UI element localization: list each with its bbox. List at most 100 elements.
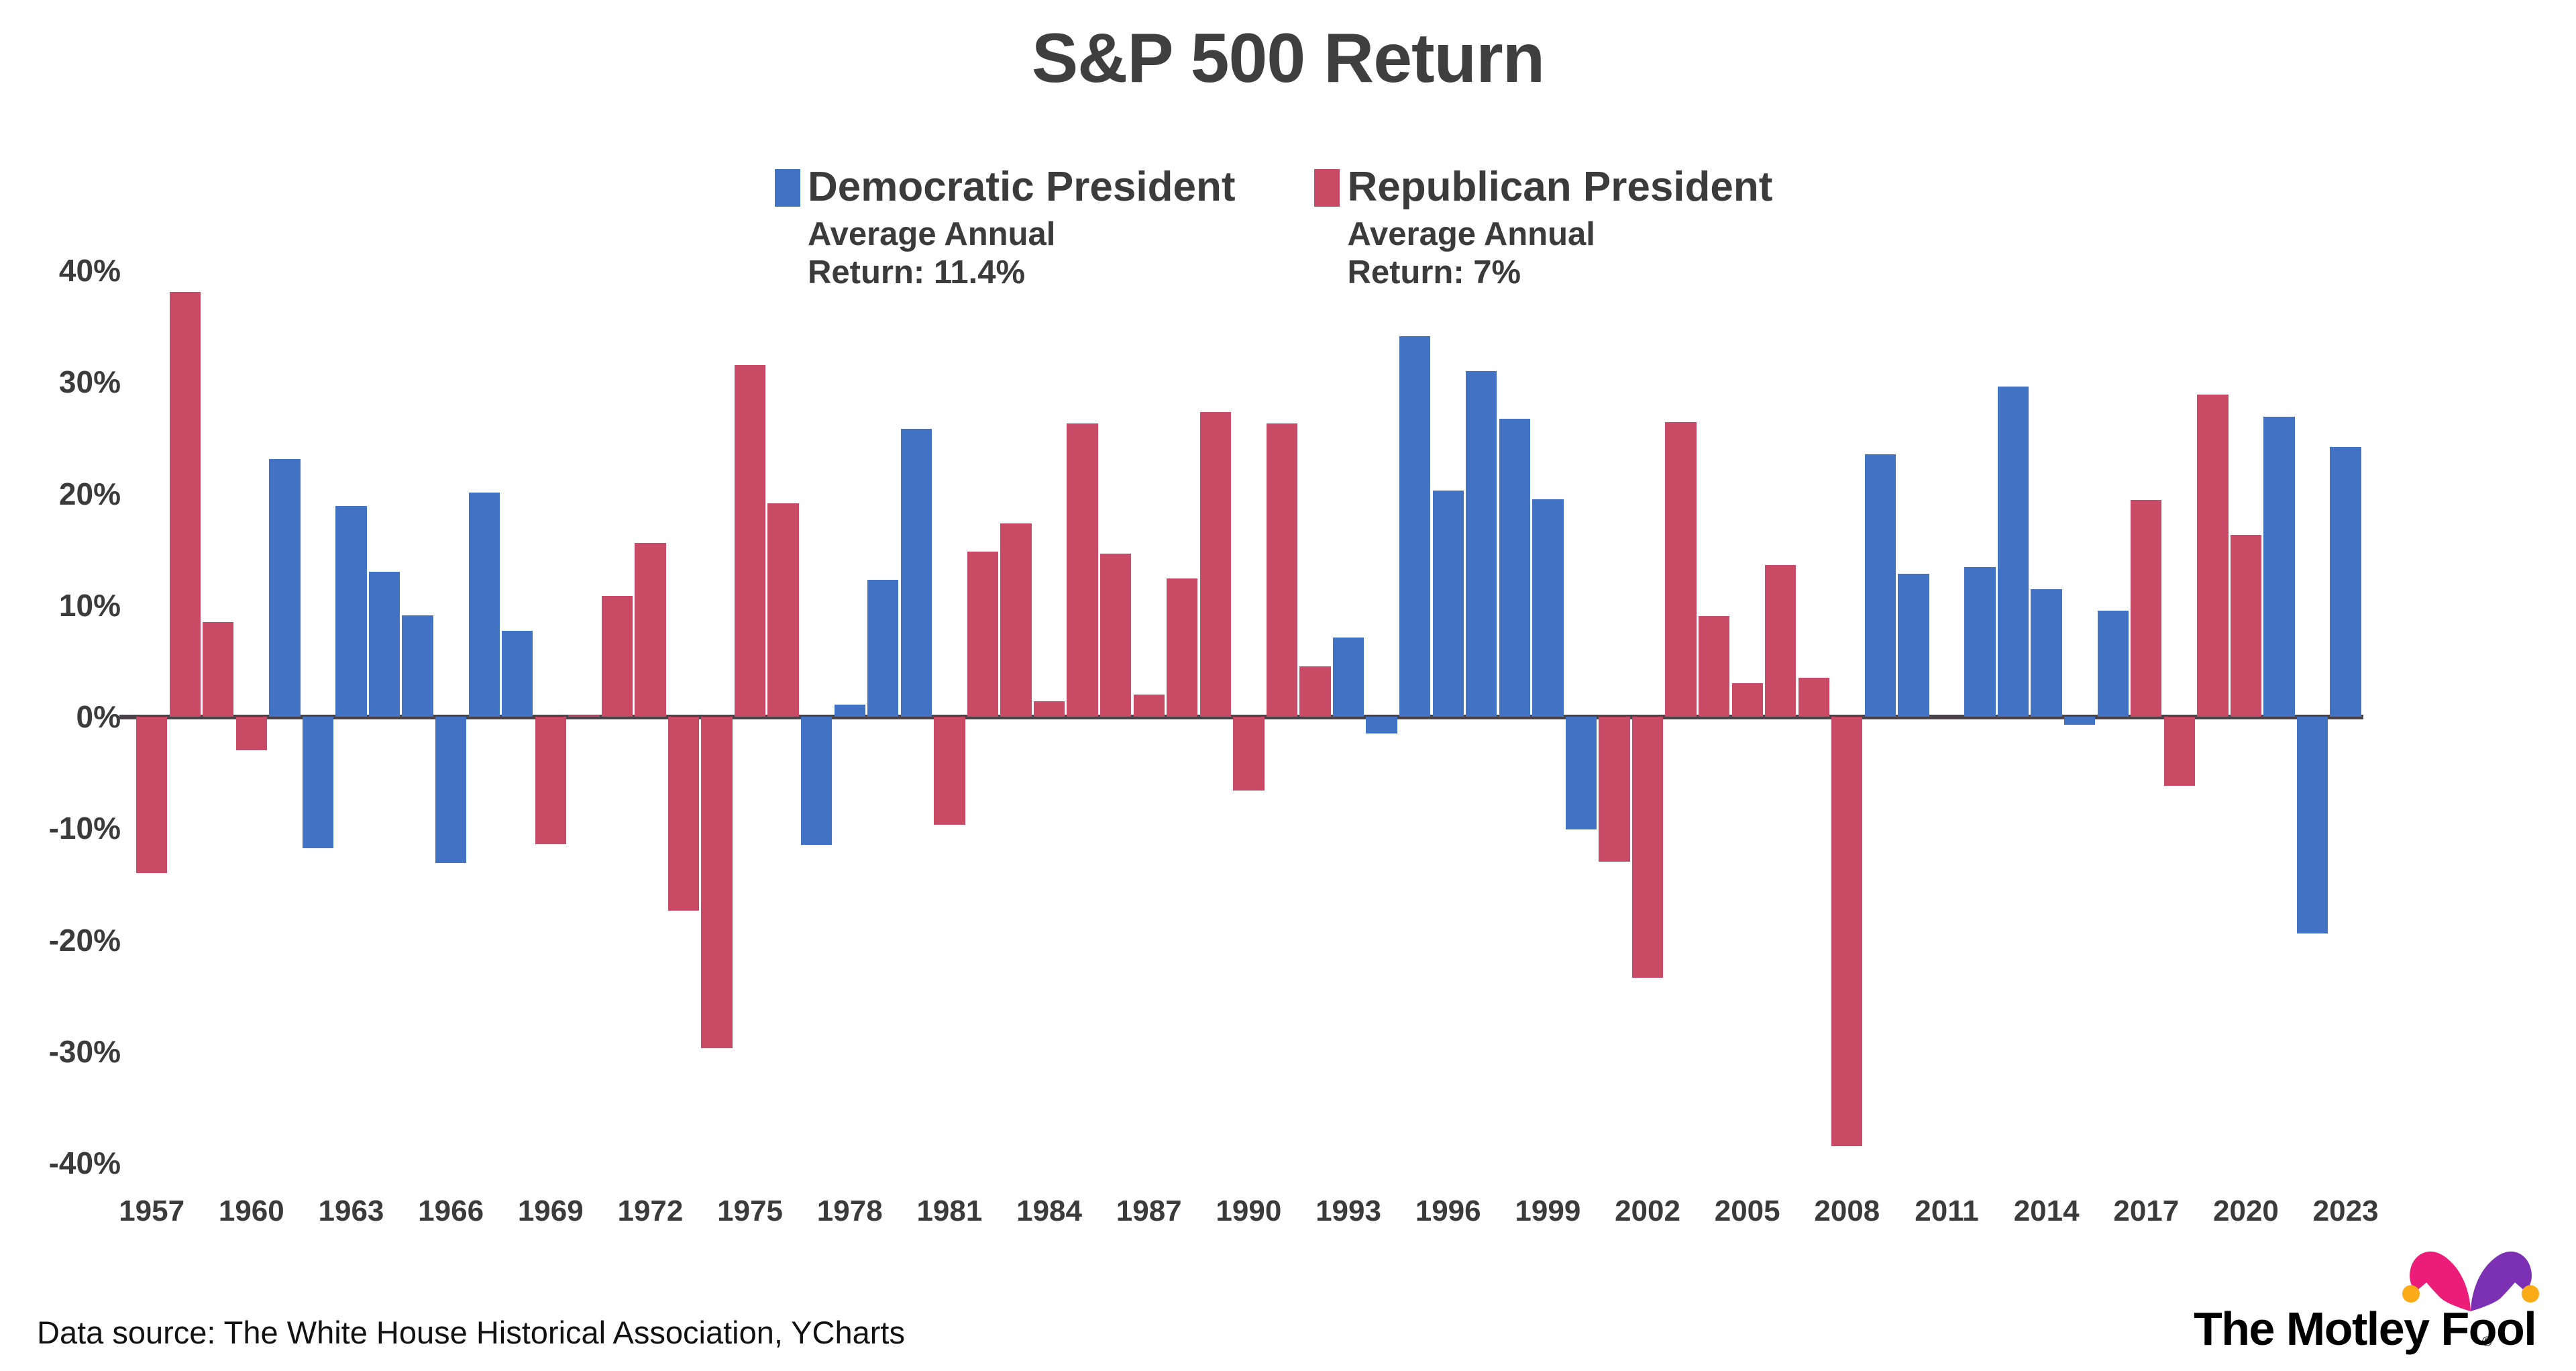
motley-fool-logo: The Motley Fool ®	[2194, 1250, 2542, 1357]
bar-1980	[900, 429, 932, 717]
x-axis-tick-1963: 1963	[318, 1195, 384, 1227]
bar-1982	[967, 551, 999, 717]
bar-1990	[1233, 717, 1265, 791]
bar-1989	[1199, 412, 1231, 717]
bar-1959	[203, 621, 234, 717]
bar-1984	[1033, 701, 1065, 717]
bar-1972	[635, 542, 666, 717]
legend-subtext-democratic-line2: Return: 11.4%	[808, 254, 1026, 291]
bar-1975	[734, 365, 766, 717]
bar-1998	[1499, 419, 1530, 717]
y-axis-tick-4: 0%	[76, 699, 121, 734]
bar-1973	[667, 717, 700, 911]
x-axis-tick-1969: 1969	[517, 1195, 584, 1227]
bar-2015	[2064, 717, 2096, 725]
x-axis-tick-2011: 2011	[1915, 1195, 1979, 1227]
bar-2019	[2197, 394, 2229, 717]
x-axis-tick-1978: 1978	[816, 1195, 883, 1227]
x-axis-tick-2017: 2017	[2113, 1195, 2180, 1227]
bar-1961	[269, 458, 301, 717]
bar-1967	[468, 492, 500, 717]
legend-color-swatch-red	[1314, 169, 1340, 207]
bar-1991	[1266, 423, 1298, 717]
bar-1981	[934, 717, 965, 825]
bar-1971	[601, 596, 633, 717]
data-source-note: Data source: The White House Historical …	[37, 1315, 905, 1350]
y-axis-tick-5: -10%	[48, 811, 121, 846]
bar-1968	[502, 630, 533, 717]
bar-2021	[2263, 416, 2295, 717]
y-axis-tick-8: -40%	[48, 1146, 121, 1180]
y-axis-tick-2: 20%	[58, 476, 121, 511]
legend-item-democratic: Democratic President Average Annual Retu…	[775, 166, 1235, 292]
bar-1965	[402, 615, 433, 717]
legend-subtext-republican-line2: Return: 7%	[1347, 254, 1521, 291]
x-axis-tick-2005: 2005	[1714, 1195, 1780, 1227]
bar-1995	[1399, 336, 1431, 717]
bar-2016	[2097, 611, 2129, 717]
registered-trademark-mark: ®	[2482, 1335, 2492, 1350]
bar-1994	[1366, 717, 1397, 733]
logo-wordmark: The Motley Fool	[2194, 1303, 2537, 1355]
bar-2014	[2031, 589, 2062, 717]
x-axis-tick-1957: 1957	[119, 1195, 185, 1227]
x-axis-tick-2008: 2008	[1814, 1195, 1880, 1227]
x-axis-tick-1966: 1966	[418, 1195, 484, 1227]
x-axis-tick-1993: 1993	[1316, 1195, 1381, 1227]
legend-color-swatch-blue	[775, 169, 800, 207]
x-axis-tick-1987: 1987	[1116, 1195, 1182, 1227]
x-axis-tick-1981: 1981	[916, 1195, 983, 1227]
bar-2007	[1798, 677, 1829, 717]
bar-1962	[302, 717, 334, 849]
bar-2004	[1698, 616, 1730, 717]
bar-2018	[2163, 717, 2195, 786]
chart-legend: Democratic President Average Annual Retu…	[775, 166, 1772, 292]
bar-2000	[1565, 717, 1597, 829]
x-axis-tick-1996: 1996	[1415, 1195, 1481, 1227]
bar-1958	[169, 291, 201, 717]
bar-1974	[701, 717, 733, 1048]
bar-1985	[1067, 423, 1098, 717]
bar-2005	[1731, 683, 1763, 717]
bar-1987	[1133, 694, 1165, 717]
bar-2008	[1831, 717, 1863, 1147]
bar-2009	[1864, 454, 1896, 717]
bar-2020	[2230, 535, 2262, 717]
bar-1966	[435, 717, 467, 863]
bar-2012	[1964, 567, 1996, 717]
bar-2017	[2131, 500, 2162, 717]
bar-1997	[1466, 370, 1497, 717]
x-axis-tick-1990: 1990	[1216, 1195, 1282, 1227]
legend-label-republican: Republican President	[1347, 164, 1773, 210]
bar-1976	[767, 503, 799, 717]
x-axis-tick-2020: 2020	[2213, 1195, 2279, 1227]
legend-item-republican: Republican President Average Annual Retu…	[1314, 166, 1772, 292]
bar-2001	[1599, 717, 1630, 862]
bar-2023	[2330, 446, 2361, 717]
bar-1979	[867, 579, 899, 717]
x-axis-tick-1972: 1972	[617, 1195, 684, 1227]
page-title: S&P 500 Return	[1031, 19, 1545, 97]
y-axis-tick-7: -30%	[48, 1033, 121, 1069]
bar-chart-plot-area	[119, 270, 2363, 1163]
bar-1960	[235, 717, 267, 750]
bar-1999	[1532, 499, 1564, 717]
x-axis-tick-1960: 1960	[218, 1195, 284, 1227]
x-axis-tick-1984: 1984	[1016, 1195, 1083, 1227]
bar-1983	[1000, 523, 1032, 717]
bar-1986	[1100, 554, 1132, 717]
x-axis-tick-2014: 2014	[2013, 1195, 2080, 1227]
legend-label-democratic: Democratic President	[808, 164, 1236, 210]
bar-1996	[1432, 490, 1464, 717]
y-axis-tick-0: 40%	[58, 253, 121, 288]
legend-subtext-republican-line1: Average Annual	[1347, 216, 1595, 252]
x-axis-tick-2002: 2002	[1615, 1195, 1680, 1227]
x-axis-tick-2023: 2023	[2312, 1195, 2379, 1227]
bar-1992	[1299, 666, 1331, 717]
bar-1988	[1167, 578, 1198, 717]
bar-1964	[368, 571, 400, 717]
bar-2010	[1898, 574, 1929, 717]
bar-2013	[1997, 386, 2029, 717]
bar-1957	[136, 717, 168, 873]
y-axis-tick-3: 10%	[58, 587, 121, 623]
